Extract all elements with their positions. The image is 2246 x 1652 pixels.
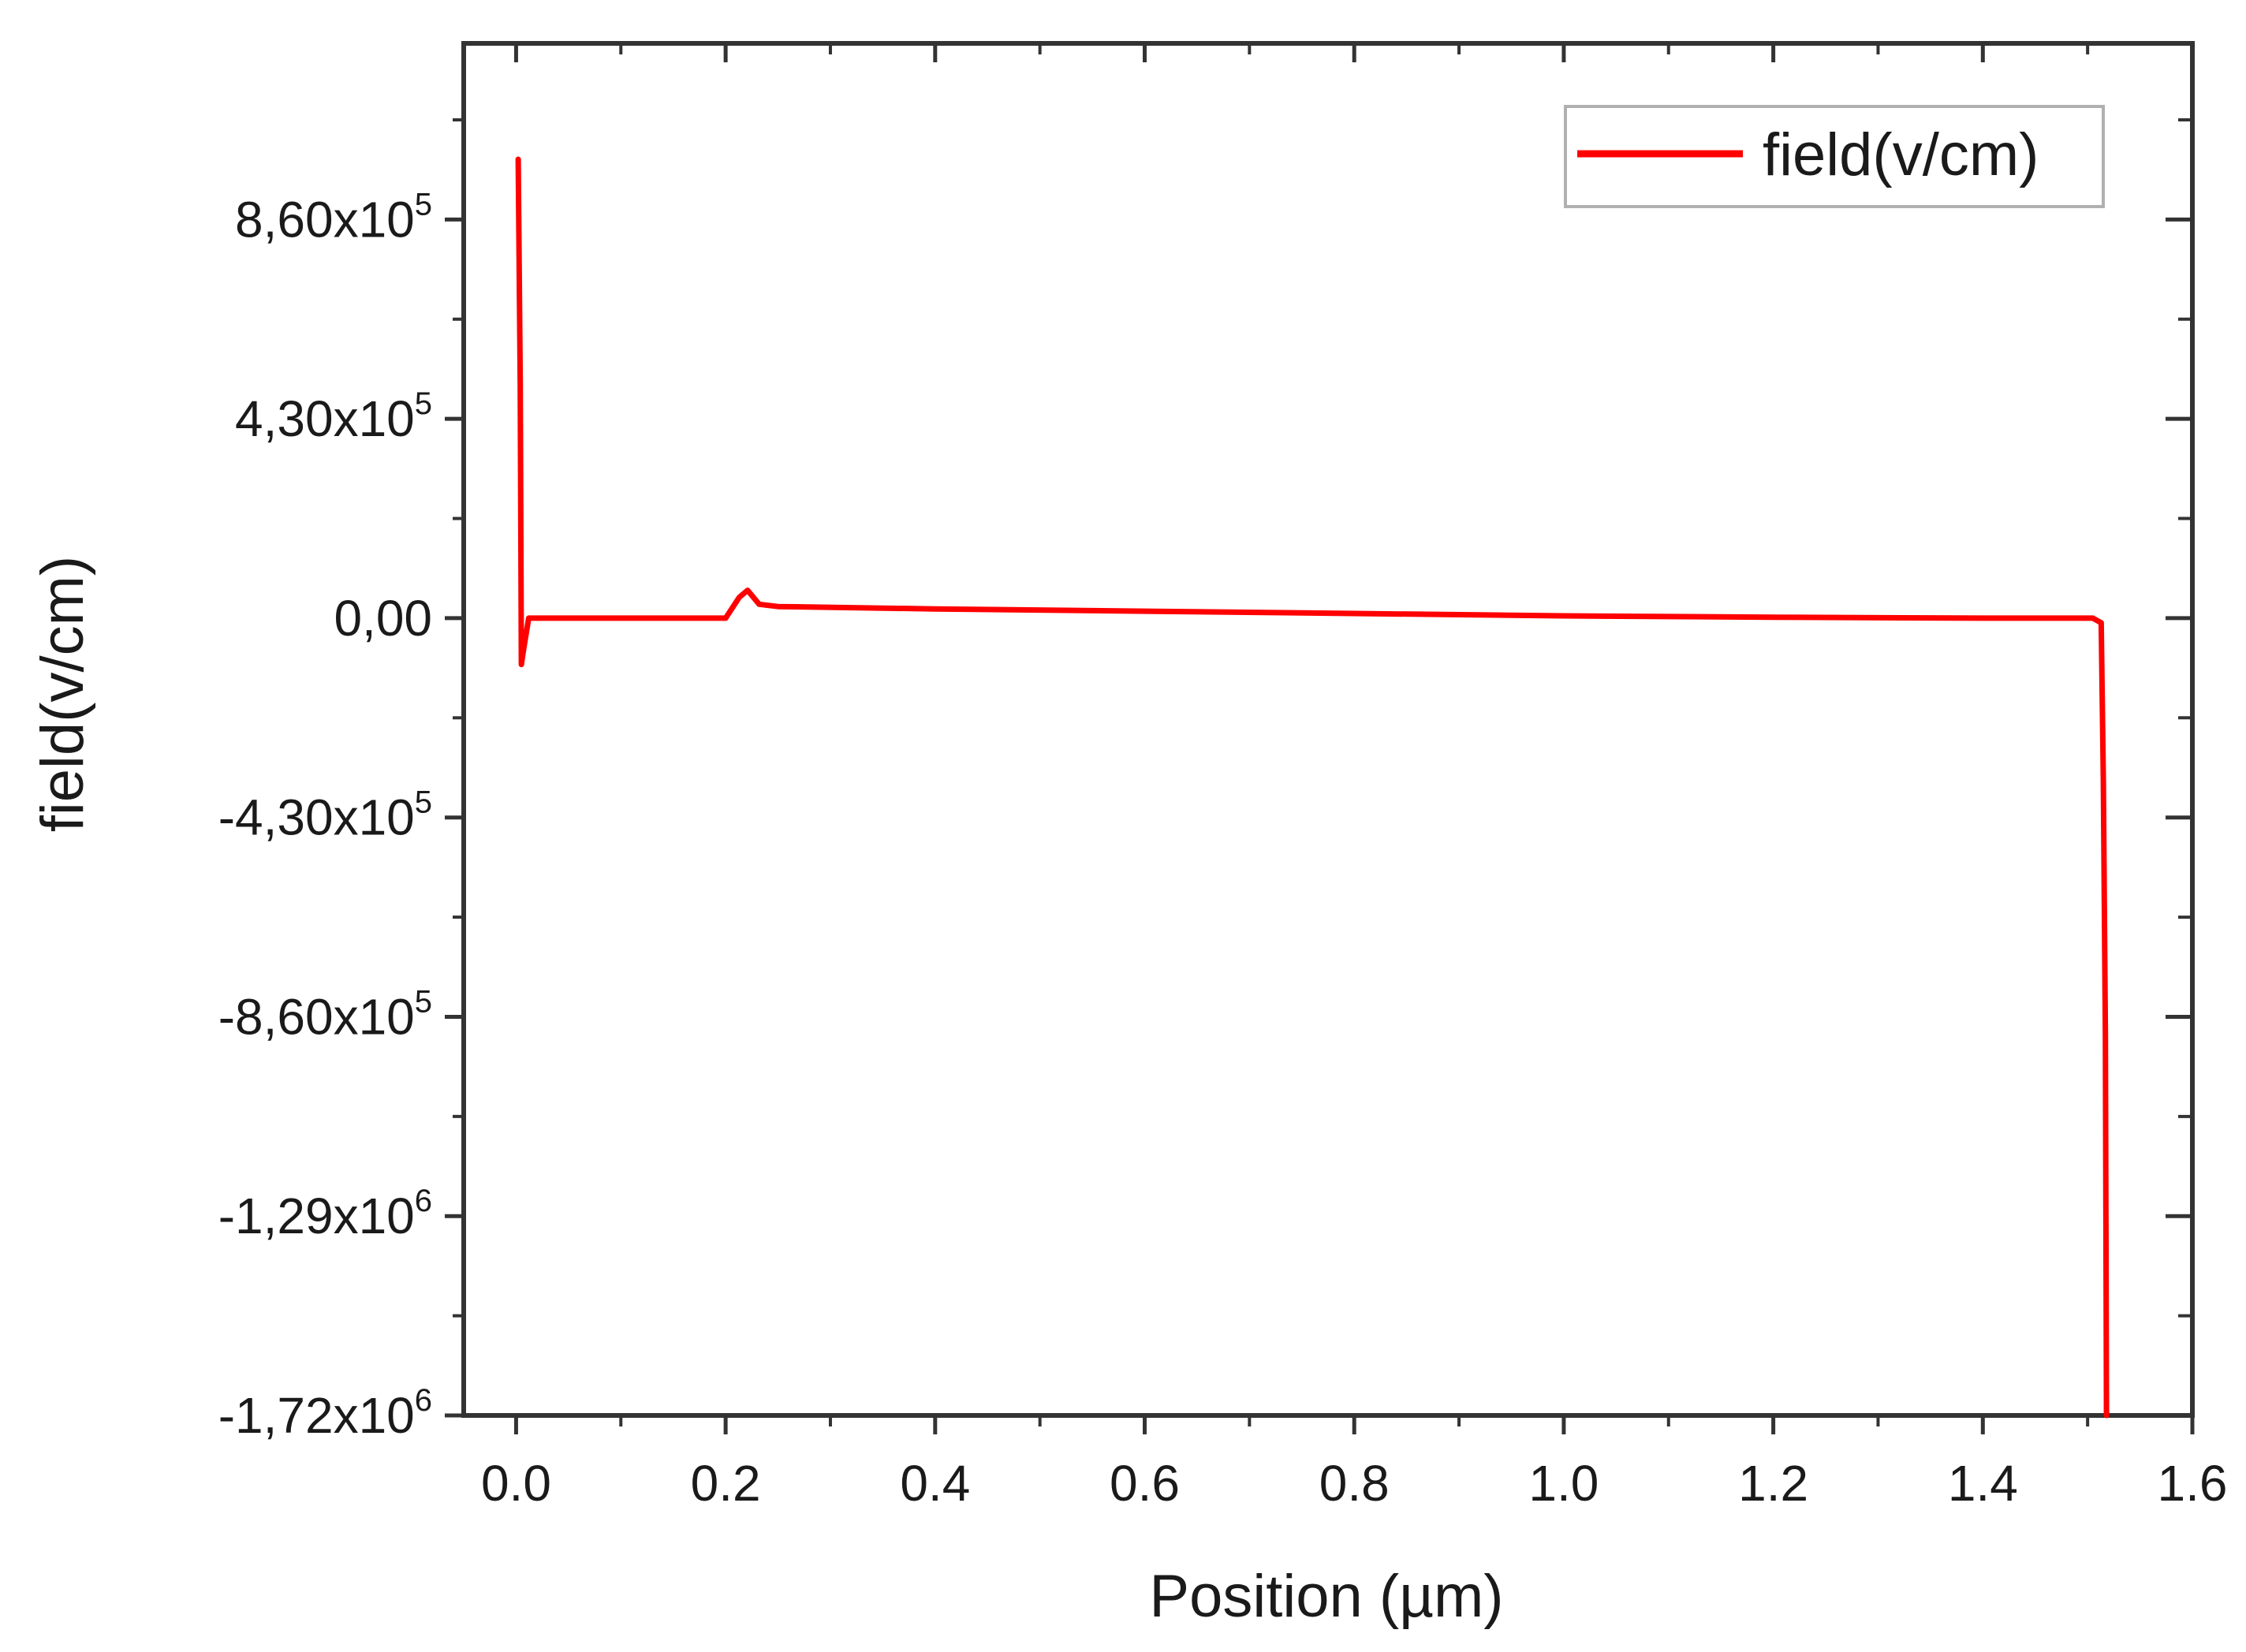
x-tick-label: 0.4 <box>900 1455 970 1512</box>
x-tick-label: 1.4 <box>1948 1455 2018 1512</box>
axis-ticks <box>445 43 2195 1434</box>
series-layer <box>515 156 2110 1419</box>
y-tick-label: -1,29x106 <box>218 1184 432 1244</box>
y-tick-labels: 8,60x1054,30x1050,00-4,30x105-8,60x105-1… <box>218 187 432 1444</box>
y-tick-label-exponent: 5 <box>415 984 432 1019</box>
y-tick-label-base: -1,29x10 <box>218 1188 415 1244</box>
y-tick-label: 0,00 <box>334 590 432 647</box>
x-tick-label: 0.8 <box>1319 1455 1390 1512</box>
x-tick-label: 1.0 <box>1528 1455 1599 1512</box>
y-tick-label-exponent: 5 <box>415 785 432 820</box>
y-tick-label-exponent: 5 <box>415 187 432 222</box>
legend: field(v/cm) <box>1564 105 2105 208</box>
y-tick-label: 4,30x105 <box>235 386 432 447</box>
x-tick-labels: 0.0 0.2 0.4 0.6 0.8 1.0 1.2 1.4 1.6 <box>481 1455 2228 1512</box>
y-tick-label: -1,72x106 <box>218 1383 432 1444</box>
y-tick-label-base: -4,30x10 <box>218 789 415 846</box>
x-tick-label: 0.2 <box>691 1455 761 1512</box>
y-tick-label-base: 0,00 <box>334 590 432 647</box>
y-tick-label: -8,60x105 <box>218 984 432 1045</box>
y-tick-label-exponent: 5 <box>415 386 432 421</box>
y-tick-label-base: 8,60x10 <box>235 191 415 248</box>
y-tick-label-exponent: 6 <box>415 1383 432 1418</box>
y-tick-label: 8,60x105 <box>235 187 432 248</box>
y-tick-label-base: 4,30x10 <box>235 390 415 447</box>
y-axis-label: field(v/cm) <box>29 556 96 832</box>
x-axis-label: Position (µm) <box>1149 1563 1503 1630</box>
x-tick-label: 1.6 <box>2158 1455 2228 1512</box>
plot-frame <box>461 41 2195 1418</box>
series-line-0 <box>515 156 2110 1419</box>
y-tick-label-exponent: 6 <box>415 1184 432 1218</box>
x-tick-label: 1.2 <box>1738 1455 1808 1512</box>
x-tick-label: 0.0 <box>481 1455 551 1512</box>
x-tick-label: 0.6 <box>1110 1455 1180 1512</box>
y-tick-label-base: -1,72x10 <box>218 1387 415 1444</box>
y-tick-label: -4,30x105 <box>218 785 432 846</box>
y-tick-label-base: -8,60x10 <box>218 988 415 1045</box>
legend-label: field(v/cm) <box>1763 121 2039 188</box>
